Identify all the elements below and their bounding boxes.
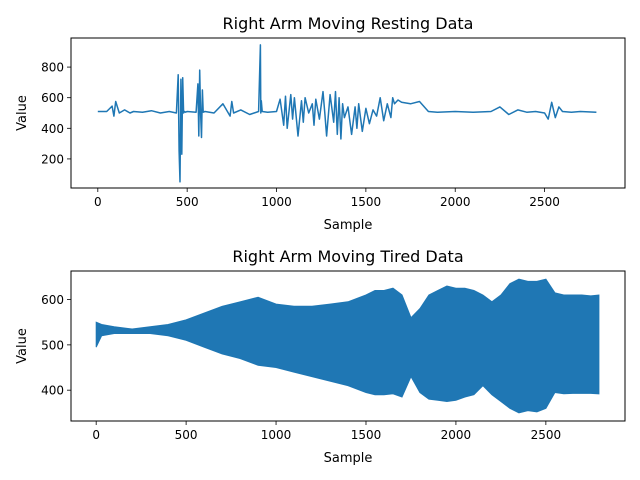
y-axis-label: Value [15,95,30,131]
x-tick-label: 2500 [529,195,560,209]
x-tick-label: 500 [175,428,198,442]
x-tick-label: 1500 [351,195,382,209]
x-tick-label: 1000 [261,195,292,209]
y-axis-ticks: 200 400 600 800 [41,61,71,166]
chart-title: Right Arm Moving Tired Data [232,247,463,266]
x-axis-label: Sample [324,451,373,466]
x-tick-label: 1500 [351,428,382,442]
tired-data-chart: Right Arm Moving Tired Data 0 500 1000 1500… [15,247,626,466]
y-tick-label: 500 [41,338,64,352]
x-axis-label: Sample [324,218,373,233]
plot-frame [70,270,626,422]
y-tick-label: 600 [41,91,64,105]
chart-title: Right Arm Moving Resting Data [223,14,474,33]
x-tick-label: 1000 [261,428,292,442]
resting-data-chart: Right Arm Moving Resting Data 0 500 1000 15… [15,14,626,233]
y-tick-label: 400 [41,122,64,136]
x-axis-ticks: 0 500 1000 1500 2000 2500 [92,421,561,442]
x-tick-label: 2000 [441,428,472,442]
y-tick-label: 200 [41,152,64,166]
series-line-0 [97,44,597,183]
x-tick-label: 2500 [531,428,562,442]
y-axis-label: Value [15,328,30,364]
tired-series [95,278,600,414]
x-tick-label: 0 [92,428,100,442]
x-tick-label: 500 [176,195,199,209]
plot-frame [70,37,626,189]
x-tick-label: 2000 [440,195,471,209]
y-axis-ticks: 400 500 600 [41,293,71,398]
x-tick-label: 0 [94,195,102,209]
y-tick-label: 400 [41,384,64,398]
y-tick-label: 600 [41,293,64,307]
resting-series [97,44,597,183]
series-band-0 [95,278,600,414]
x-axis-ticks: 0 500 1000 1500 2000 2500 [94,188,560,209]
y-tick-label: 800 [41,61,64,75]
